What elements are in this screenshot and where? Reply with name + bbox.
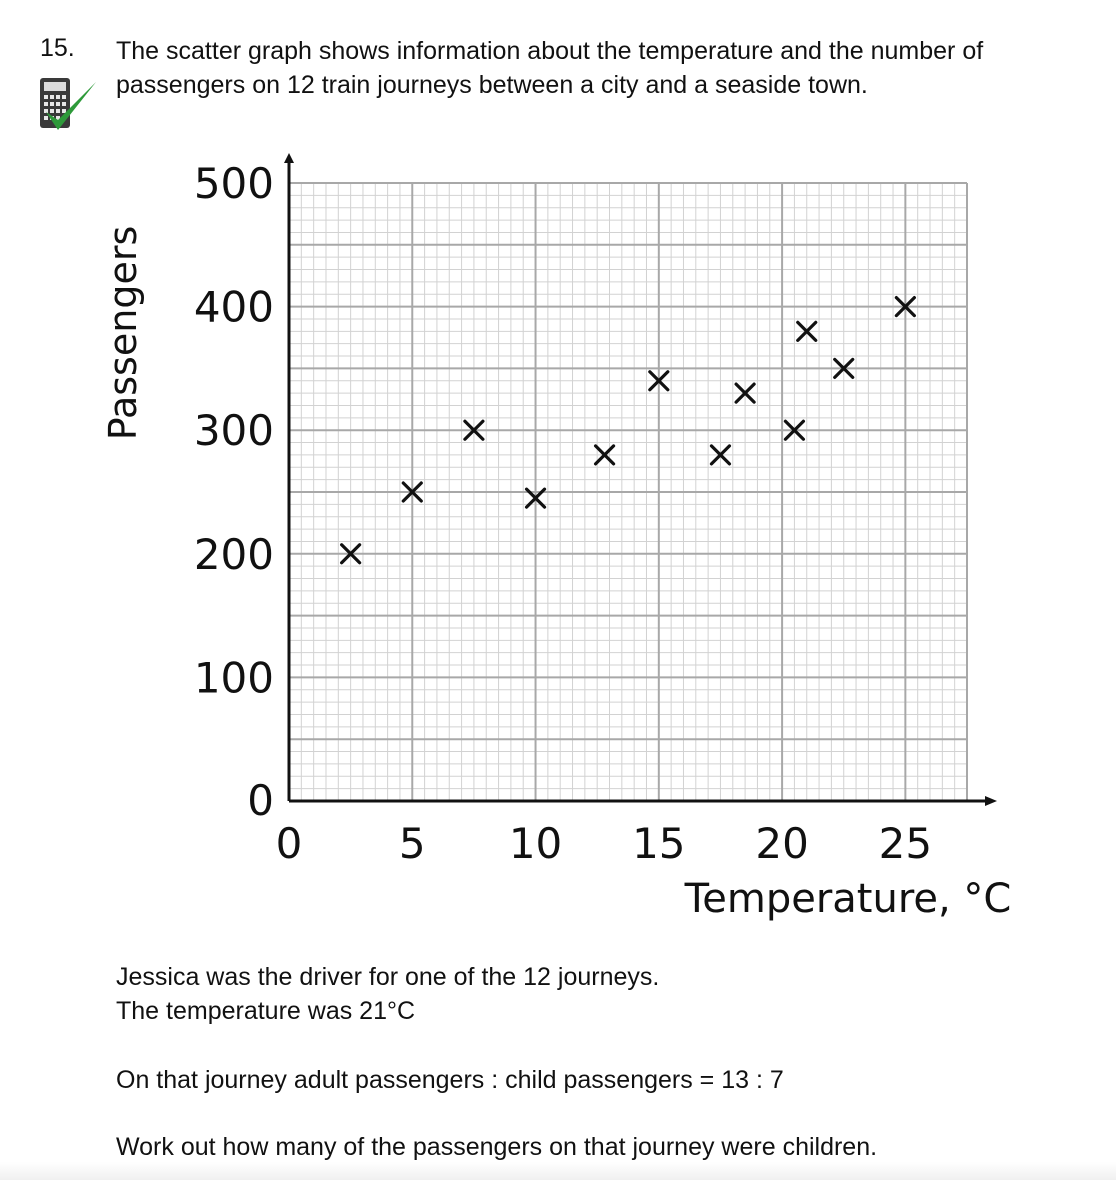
y-tick-label: 200 <box>194 530 274 579</box>
y-tick-label: 500 <box>194 159 274 208</box>
x-tick-label: 15 <box>632 819 685 868</box>
data-point <box>783 419 806 441</box>
chart-grid <box>289 182 968 801</box>
data-point <box>648 370 670 392</box>
y-tick-label: 0 <box>247 776 274 825</box>
data-point-stroke <box>796 320 818 342</box>
data-point-stroke <box>833 357 855 379</box>
x-tick-label: 25 <box>879 819 932 868</box>
x-tick-label: 10 <box>509 819 562 868</box>
data-point-stroke <box>340 543 362 565</box>
y-axis-arrow <box>284 153 294 163</box>
data-point <box>734 382 756 404</box>
chart-axes <box>284 153 997 806</box>
paragraph-temperature: The temperature was 21°C <box>116 997 416 1025</box>
data-point <box>340 543 362 565</box>
data-point <box>401 481 423 503</box>
paragraph-task: Work out how many of the passengers on t… <box>116 1133 878 1161</box>
data-point <box>524 487 547 509</box>
question-line-2: passengers on 12 train journeys between … <box>116 71 868 99</box>
question-number: 15. <box>40 34 75 62</box>
data-point <box>709 444 732 466</box>
page-edge-shade <box>0 1162 1116 1180</box>
y-tick-label: 400 <box>194 283 274 332</box>
y-tick-label: 100 <box>194 653 274 702</box>
y-axis-label: Passengers <box>101 226 145 440</box>
data-point-stroke <box>524 487 547 509</box>
paragraph-ratio: On that journey adult passengers : child… <box>116 1066 784 1094</box>
data-point <box>833 357 855 379</box>
x-tick-label: 5 <box>399 819 426 868</box>
data-point <box>894 296 916 318</box>
x-axis-label: Temperature, °C <box>684 876 1012 922</box>
question-line-1: The scatter graph shows information abou… <box>116 37 984 65</box>
data-point-stroke <box>648 370 670 392</box>
data-point-stroke <box>894 296 916 318</box>
x-tick-label: 0 <box>276 819 303 868</box>
data-point-stroke <box>734 382 756 404</box>
data-point <box>463 419 485 441</box>
data-point-stroke <box>709 444 732 466</box>
paragraph-driver: Jessica was the driver for one of the 12… <box>116 963 660 991</box>
x-tick-label: 20 <box>755 819 808 868</box>
scatter-chart: 0 5 10 15 20 25 0 100 200 300 400 500 Passengers Te… <box>101 153 1012 922</box>
data-point <box>593 444 616 466</box>
data-point-stroke <box>463 419 485 441</box>
chart-tick-labels: 0 5 10 15 20 25 0 100 200 300 400 500 <box>194 159 932 868</box>
data-point-stroke <box>783 419 806 441</box>
y-tick-label: 300 <box>194 406 274 455</box>
data-point-stroke <box>593 444 616 466</box>
question-text: The scatter graph shows information abou… <box>116 34 1076 102</box>
chart-points <box>340 296 916 565</box>
x-axis-arrow <box>985 796 997 806</box>
data-point <box>796 320 818 342</box>
calculator-icon <box>40 78 96 130</box>
data-point-stroke <box>401 481 423 503</box>
